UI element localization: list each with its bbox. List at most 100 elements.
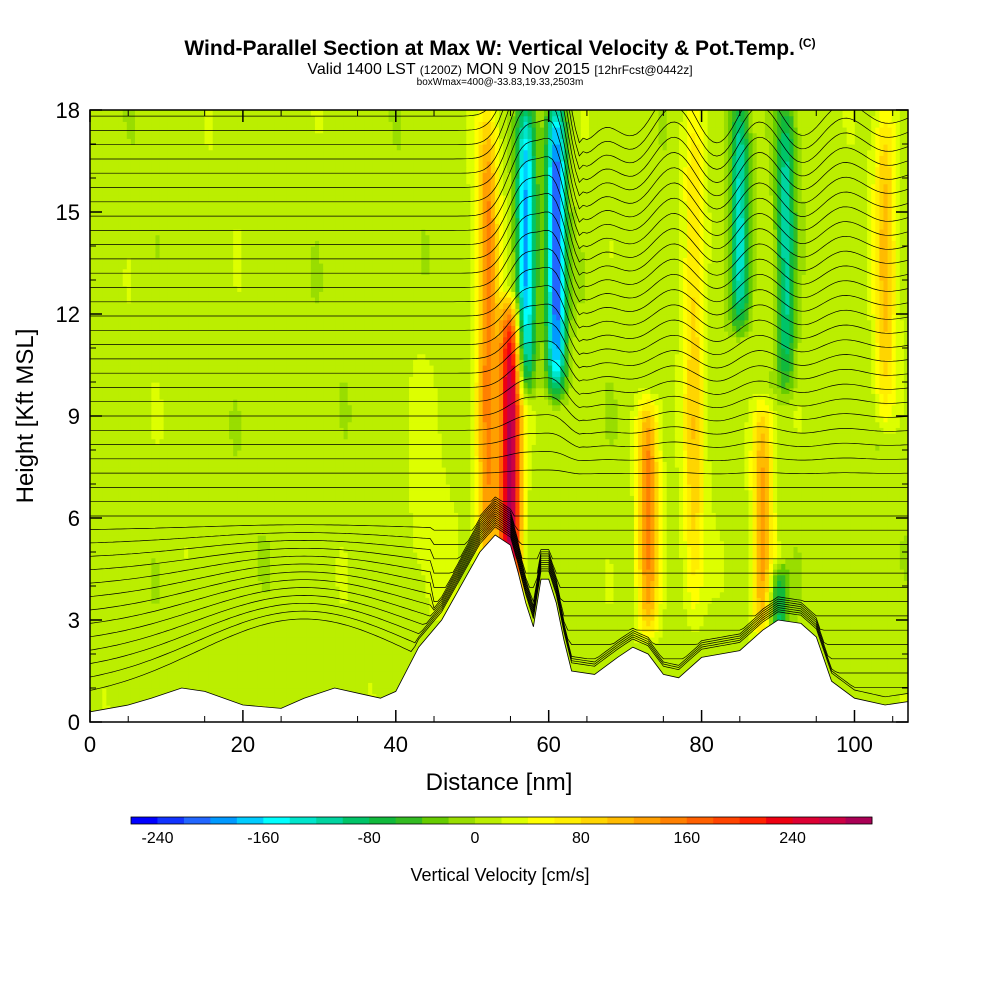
theta-contour	[90, 266, 908, 329]
box-info: boxWmax=400@-33.83,19.33,2503m	[0, 77, 1000, 88]
theta-contour	[90, 248, 908, 316]
theta-contour	[90, 110, 908, 197]
y-tick-label: 18	[56, 98, 80, 123]
theta-contour	[90, 432, 908, 448]
valid-time: Valid 1400 LST	[307, 61, 415, 78]
valid-date: MON 9 Nov 2015	[466, 61, 590, 78]
theta-contour	[90, 359, 908, 395]
theta-contour	[90, 110, 908, 210]
x-tick-label: 0	[84, 732, 96, 757]
theta-contour	[90, 524, 908, 688]
chart-title: Wind-Parallel Section at Max W: Vertical…	[0, 36, 1000, 61]
theta-contour	[90, 526, 908, 698]
colorbar-swatch	[342, 817, 370, 824]
theta-contour	[90, 110, 908, 170]
y-tick-label: 0	[68, 710, 80, 735]
colorbar-tick-label: 160	[673, 830, 700, 847]
theta-contour	[90, 522, 908, 674]
theta-contour	[90, 414, 908, 435]
colorbar-label: Vertical Velocity [cm/s]	[410, 865, 589, 885]
x-tick-label: 40	[384, 732, 408, 757]
theta-contour	[90, 511, 908, 603]
theta-contour	[90, 110, 908, 144]
theta-contour	[90, 502, 908, 545]
colorbar-swatch	[766, 817, 793, 824]
y-tick-label: 6	[68, 506, 80, 531]
y-tick-label: 12	[56, 302, 80, 327]
colorbar-swatch	[157, 817, 185, 824]
colorbar-swatch	[607, 817, 635, 824]
y-axis-label: Height [Kft MSL]	[12, 329, 39, 504]
chart-subtitle: Valid 1400 LST (1200Z) MON 9 Nov 2015 [1…	[0, 61, 1000, 79]
y-axis: 0 3 6 9 12 15 18	[56, 98, 908, 735]
theta-contour	[90, 377, 908, 409]
colorbar-swatch	[210, 817, 238, 824]
theta-contour	[90, 395, 908, 422]
theta-contour	[90, 519, 908, 660]
y-tick-label: 3	[68, 608, 80, 633]
theta-contour	[90, 340, 908, 382]
colorbar-tick-label: -80	[358, 830, 381, 847]
theta-contour	[90, 156, 908, 250]
colorbar-swatch	[131, 817, 158, 824]
theta-contour	[90, 515, 908, 631]
colorbar-swatch	[527, 817, 555, 824]
copyright-mark: (C)	[799, 36, 816, 50]
theta-contour	[90, 110, 908, 184]
colorbar-swatch	[395, 817, 423, 824]
y-tick-label: 9	[68, 404, 80, 429]
theta-contour	[90, 303, 908, 356]
forecast-info: [12hrFcst@0442z]	[594, 63, 692, 77]
theta-contour	[90, 137, 908, 236]
colorbar-swatch	[183, 817, 211, 824]
colorbar-swatch	[422, 817, 449, 824]
colorbar-swatch	[554, 817, 582, 824]
theta-contour	[90, 211, 908, 289]
x-tick-label: 80	[689, 732, 713, 757]
theta-contour	[90, 174, 908, 263]
x-axis: 0 20 40 60 80 100	[84, 110, 894, 757]
theta-contour	[90, 110, 908, 157]
colorbar-tick-label: 80	[572, 830, 590, 847]
theta-contour	[90, 507, 908, 574]
colorbar-swatch	[289, 817, 317, 824]
theta-contour	[90, 230, 908, 303]
theta-contour	[90, 193, 908, 276]
colorbar-swatch	[580, 817, 608, 824]
colorbar-swatch	[369, 817, 397, 824]
colorbar-swatch	[819, 817, 846, 824]
colorbar-swatch	[686, 817, 714, 824]
theta-contour	[90, 119, 908, 223]
colorbar-swatch	[236, 817, 264, 824]
theta-contour	[90, 517, 908, 645]
colorbar-swatch	[263, 817, 291, 824]
colorbar-frame	[130, 816, 873, 825]
valid-utc: (1200Z)	[420, 63, 462, 77]
theta-contour	[90, 322, 908, 369]
x-tick-label: 60	[536, 732, 560, 757]
colorbar-swatch	[501, 817, 529, 824]
x-tick-label: 20	[231, 732, 255, 757]
colorbar-swatch	[316, 817, 344, 824]
theta-contour	[90, 451, 908, 462]
theta-contour	[90, 509, 908, 588]
theta-contour	[90, 496, 908, 503]
theta-contour	[90, 504, 908, 560]
theta-contours	[90, 110, 908, 698]
x-tick-label: 100	[836, 732, 873, 757]
theta-contour	[90, 500, 908, 531]
colorbar-tick-label: 240	[779, 830, 806, 847]
theta-contour	[90, 513, 908, 617]
theta-contour	[90, 498, 908, 517]
theta-contour	[90, 469, 908, 475]
colorbar-swatch	[633, 817, 661, 824]
colorbar-swatch	[792, 817, 820, 824]
theta-contour	[90, 285, 908, 342]
colorbar-tick-label: 0	[471, 830, 480, 847]
y-tick-label: 15	[56, 200, 80, 225]
colorbar-swatch	[475, 817, 502, 824]
colorbar-swatch	[845, 817, 873, 824]
x-axis-label: Distance [nm]	[426, 769, 573, 796]
colorbar: -240 -160 -80 0 80 160 240	[130, 816, 873, 847]
